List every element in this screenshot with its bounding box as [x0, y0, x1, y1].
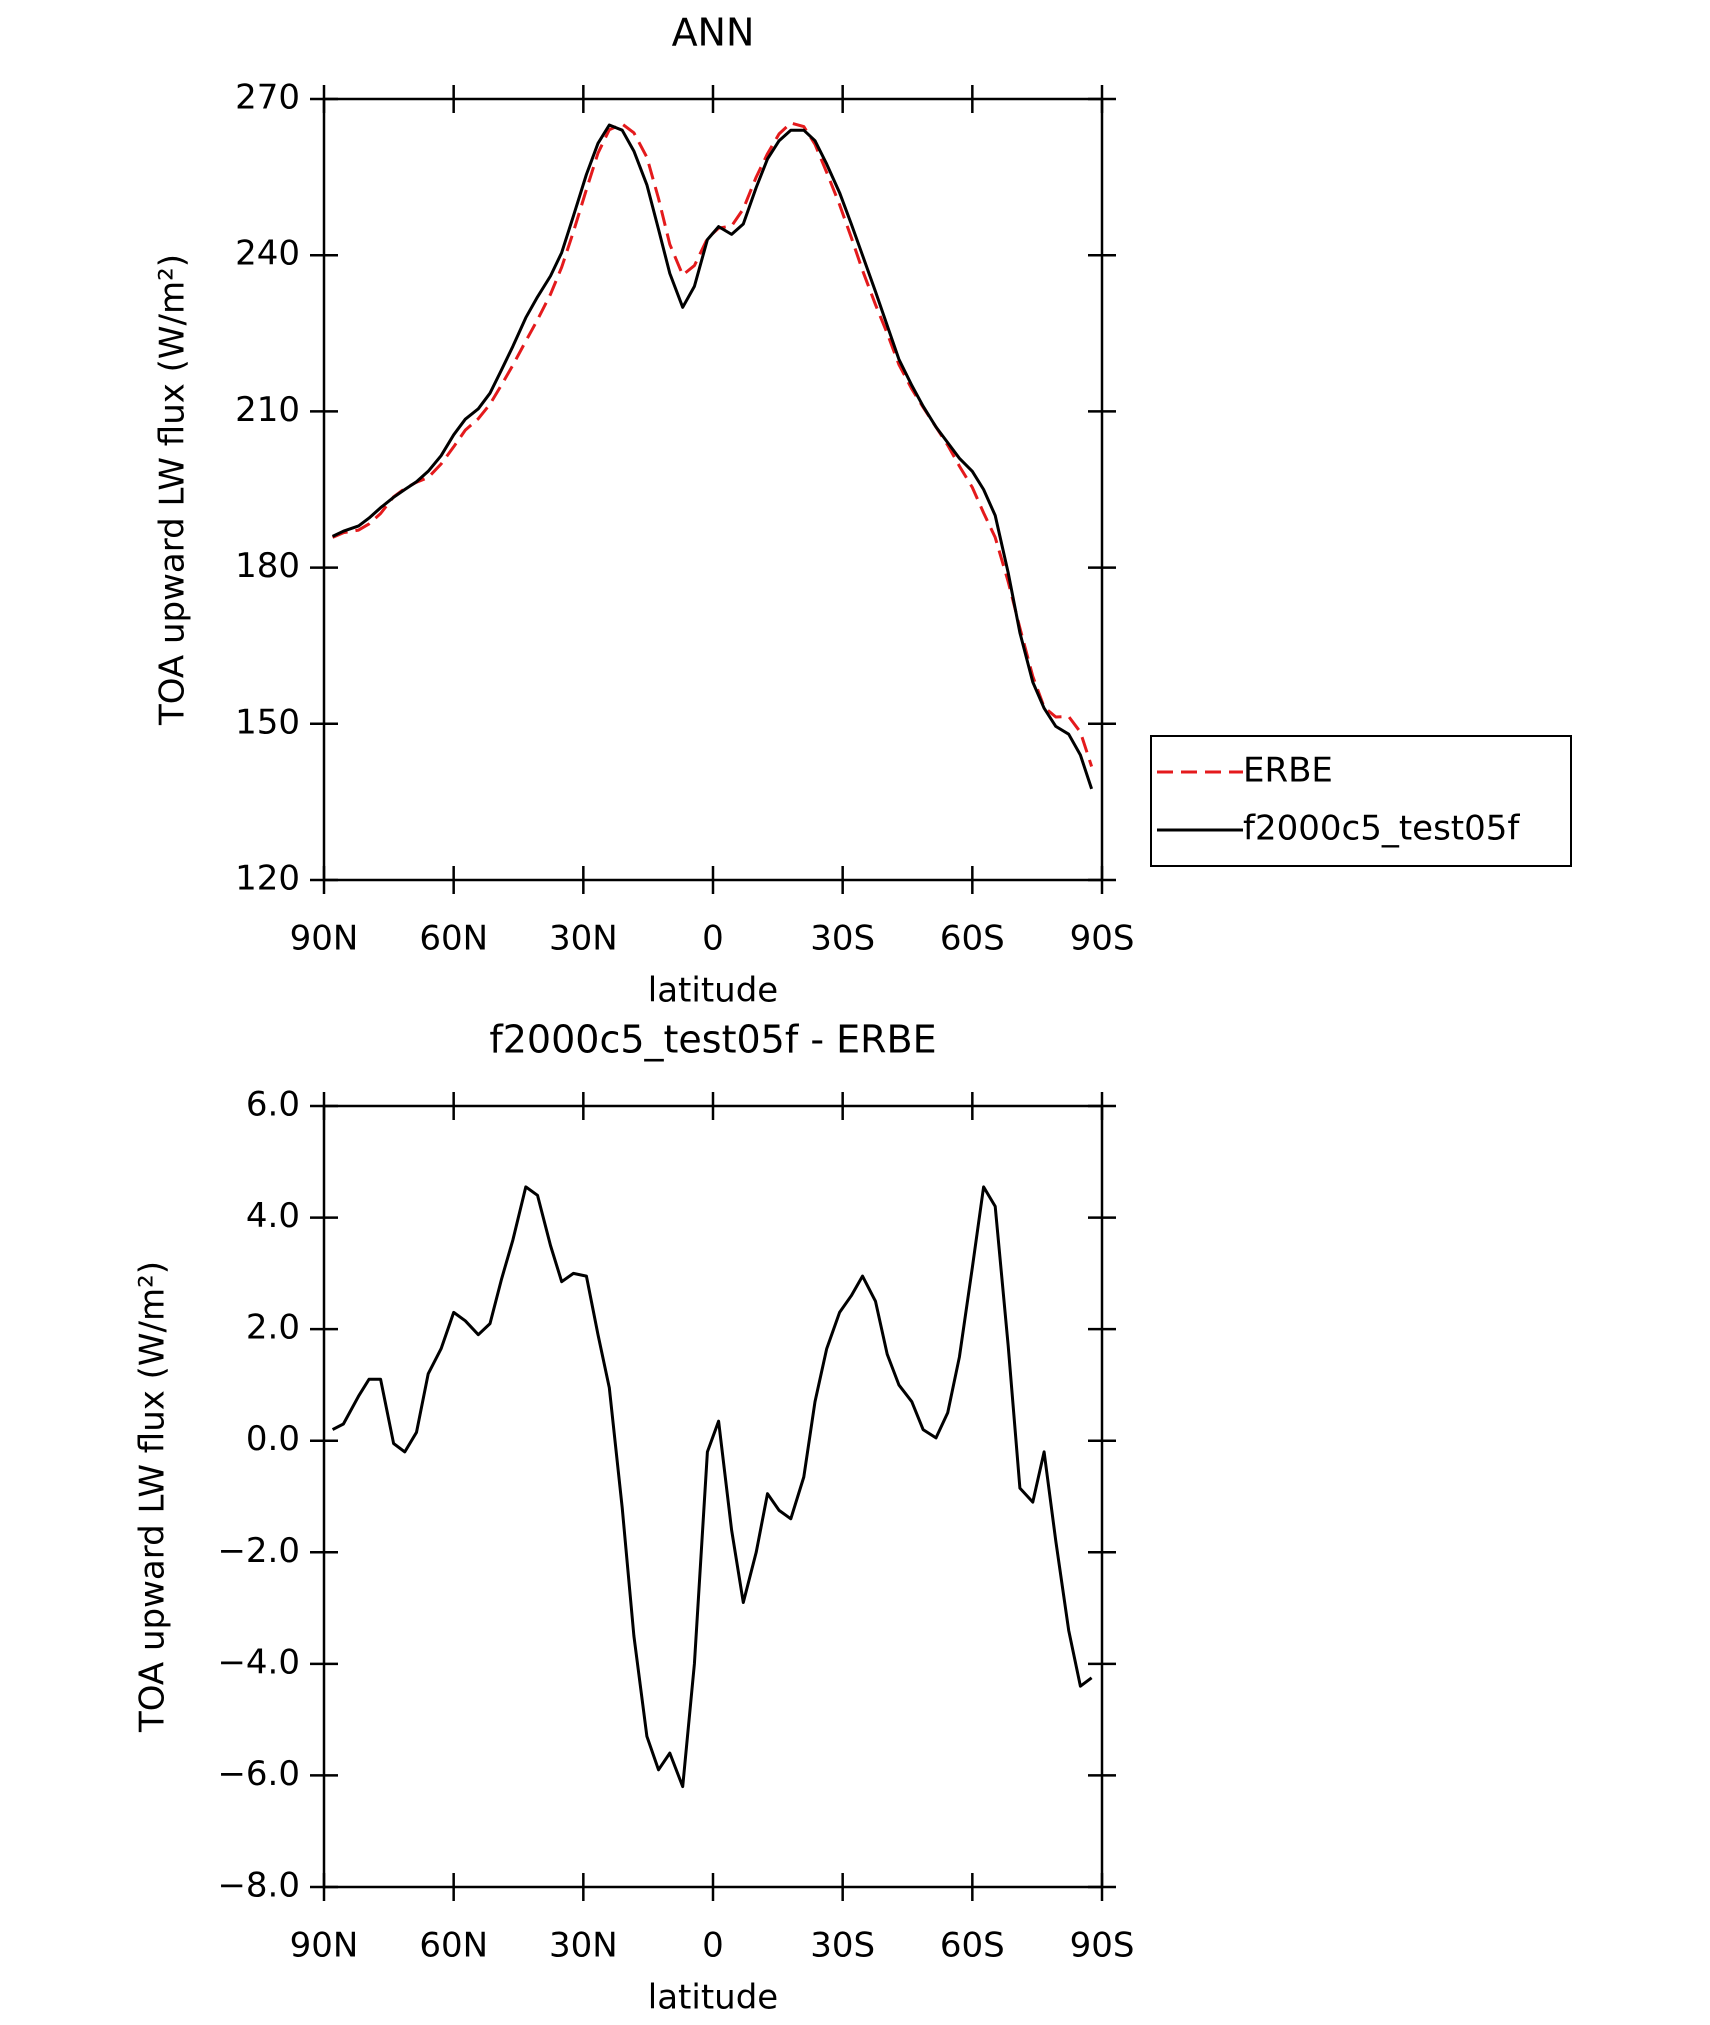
- x-tick-label: 60N: [419, 1926, 488, 1966]
- y-tick-label: −8.0: [217, 1866, 300, 1906]
- x-axis-label: latitude: [648, 1978, 778, 2018]
- plot-frame: [322, 1104, 1104, 1889]
- legend-box: [1150, 735, 1572, 867]
- x-tick-label: 90S: [1070, 1926, 1135, 1966]
- y-tick-label: 270: [235, 78, 300, 118]
- x-tick-label: 30N: [549, 1926, 618, 1966]
- x-tick-label: 0: [702, 1926, 724, 1966]
- y-tick-label: 2.0: [246, 1308, 300, 1348]
- x-axis-label: latitude: [648, 971, 778, 1011]
- x-tick-label: 60S: [940, 1926, 1005, 1966]
- legend-label: f2000c5_test05f: [1243, 809, 1520, 849]
- y-tick-label: −4.0: [217, 1642, 300, 1682]
- y-tick-label: 120: [235, 859, 300, 899]
- plot-frame: [322, 97, 1104, 882]
- y-tick-label: 180: [235, 546, 300, 586]
- x-tick-label: 90S: [1070, 919, 1135, 959]
- x-tick-label: 90N: [290, 1926, 359, 1966]
- y-tick-label: 210: [235, 390, 300, 430]
- y-tick-label: 0.0: [246, 1419, 300, 1459]
- chart-title: ANN: [672, 11, 755, 55]
- y-tick-label: 150: [235, 702, 300, 742]
- x-tick-label: 60S: [940, 919, 1005, 959]
- y-tick-label: −6.0: [217, 1754, 300, 1794]
- x-tick-label: 60N: [419, 919, 488, 959]
- y-axis-label: TOA upward LW flux (W/m²): [133, 1261, 173, 1733]
- legend-label: ERBE: [1243, 751, 1333, 791]
- y-tick-label: 6.0: [246, 1085, 300, 1125]
- y-tick-label: −2.0: [217, 1531, 300, 1571]
- y-tick-label: 4.0: [246, 1196, 300, 1236]
- x-tick-label: 30S: [810, 919, 875, 959]
- y-axis-label: TOA upward LW flux (W/m²): [153, 254, 193, 726]
- x-tick-label: 90N: [290, 919, 359, 959]
- x-tick-label: 0: [702, 919, 724, 959]
- x-tick-label: 30N: [549, 919, 618, 959]
- x-tick-label: 30S: [810, 1926, 875, 1966]
- series-line: [331, 123, 1094, 790]
- series-line: [331, 1185, 1093, 1789]
- y-tick-label: 240: [235, 234, 300, 274]
- chart-title: f2000c5_test05f - ERBE: [489, 1018, 936, 1062]
